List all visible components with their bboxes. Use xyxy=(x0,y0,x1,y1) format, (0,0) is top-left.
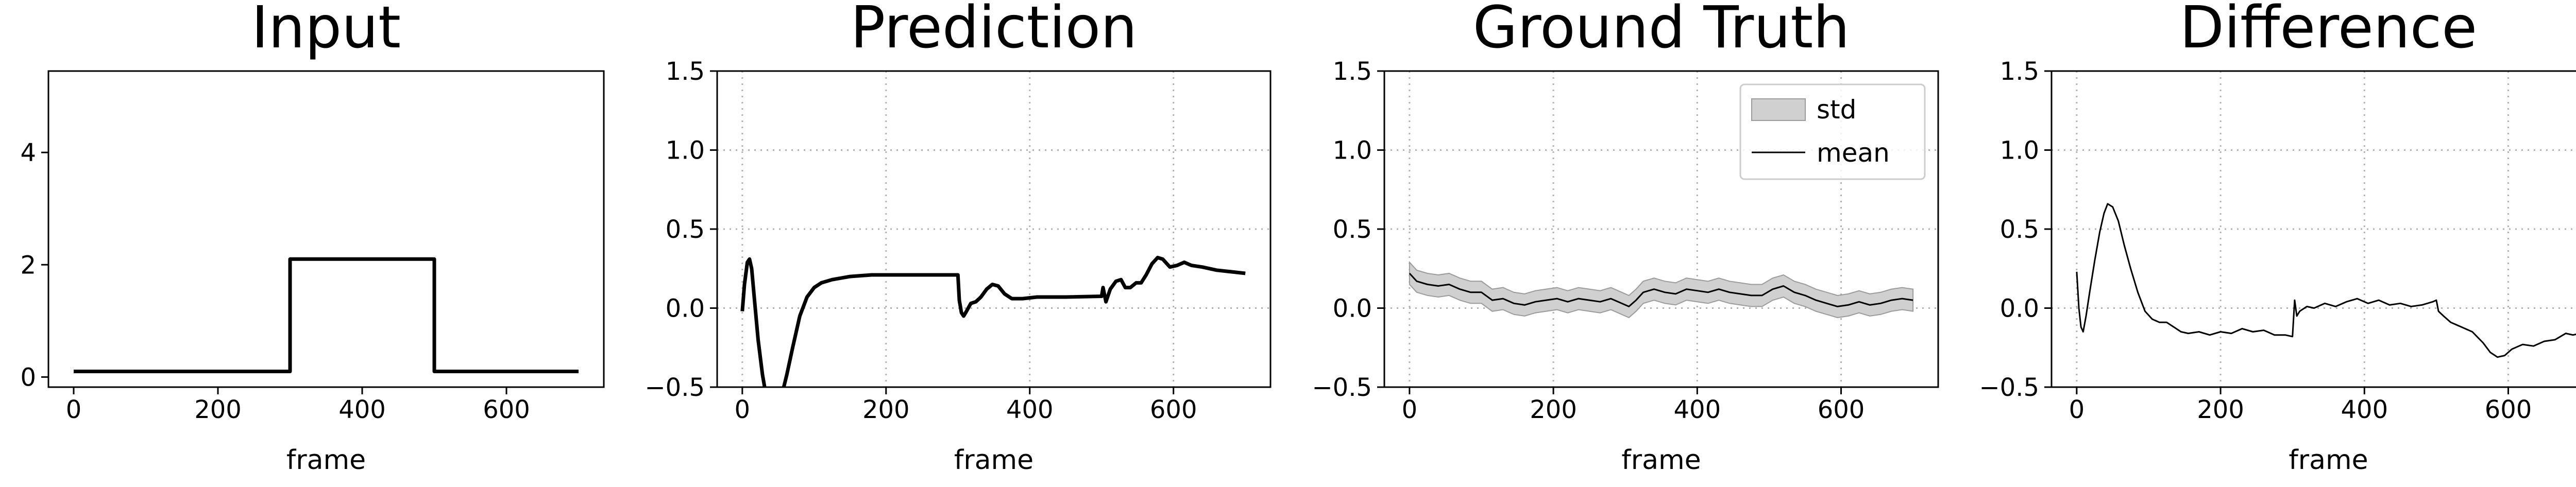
y-tick-label: 4 xyxy=(20,138,36,167)
x-axis-label: frame xyxy=(954,445,1033,476)
y-tick-label: −0.5 xyxy=(645,373,705,402)
y-tick-label: 0.0 xyxy=(1333,294,1372,323)
y-tick-label: −0.5 xyxy=(1312,373,1372,402)
legend: std mean xyxy=(1739,83,1926,180)
x-tick-label: 0 xyxy=(2069,395,2085,424)
chart-title: Prediction xyxy=(851,0,1137,61)
x-tick-label: 600 xyxy=(1150,395,1197,424)
x-tick-label: 400 xyxy=(338,395,386,424)
axes-frame xyxy=(47,70,605,388)
std-band xyxy=(1409,260,1914,319)
chart-panel-4: 0 200 400 600 −0.5 0.0 0.5 1.0 1.5 Difference fram… xyxy=(1979,0,2576,476)
x-tick-label: 0 xyxy=(66,395,82,424)
series-line xyxy=(1409,272,1913,307)
x-tick-label: 200 xyxy=(2197,395,2244,424)
y-tick-label: 0.0 xyxy=(2000,294,2039,323)
y-tick-label: 1.5 xyxy=(1333,57,1372,86)
x-tick-label: 400 xyxy=(1673,395,1721,424)
chart-panel-3: 0 200 400 600 −0.5 0.0 0.5 1.0 1.5 Ground Truth fr… xyxy=(1312,0,1939,476)
chart-panel-1: 0 200 400 600 0 2 4 Input frame xyxy=(20,0,605,476)
y-tick-label: 0.5 xyxy=(1333,215,1372,244)
y-tick-label: 0 xyxy=(20,363,36,392)
chart-panel-2: 0 200 400 600 −0.5 0.0 0.5 1.0 1.5 Prediction fram… xyxy=(645,0,1272,476)
x-tick-label: 200 xyxy=(1530,395,1577,424)
y-tick-label: 2 xyxy=(20,251,36,280)
x-tick-label: 200 xyxy=(194,395,242,424)
chart-title: Difference xyxy=(2180,0,2477,61)
x-axis-label: frame xyxy=(286,445,366,476)
x-tick-label: 400 xyxy=(1006,395,1054,424)
y-tick-label: 0.0 xyxy=(666,294,705,323)
x-tick-label: 400 xyxy=(2341,395,2388,424)
y-tick-label: 1.0 xyxy=(666,136,705,165)
series-line xyxy=(2076,203,2576,358)
x-tick-label: 600 xyxy=(1818,395,1865,424)
y-tick-label: 0.5 xyxy=(666,215,705,244)
series-line xyxy=(74,257,579,373)
x-tick-label: 600 xyxy=(2485,395,2532,424)
y-tick-label: 0.5 xyxy=(2000,215,2039,244)
y-tick-label: −0.5 xyxy=(1979,373,2039,402)
legend-label-std: std xyxy=(1817,95,1856,125)
y-tick-label: 1.5 xyxy=(666,57,705,86)
y-tick-label: 1.0 xyxy=(2000,136,2039,165)
y-tick-label: 1.0 xyxy=(1333,136,1372,165)
y-tick-label: 1.5 xyxy=(2000,57,2039,86)
chart-title: Input xyxy=(251,0,401,61)
series-line xyxy=(740,255,1246,387)
x-tick-label: 200 xyxy=(862,395,910,424)
x-tick-label: 0 xyxy=(735,395,751,424)
chart-title: Ground Truth xyxy=(1473,0,1850,61)
legend-label-mean: mean xyxy=(1817,138,1890,168)
x-tick-label: 600 xyxy=(483,395,530,424)
x-tick-label: 0 xyxy=(1402,395,1418,424)
legend-swatch-std xyxy=(1751,98,1806,121)
x-axis-label: frame xyxy=(2289,445,2368,476)
x-axis-label: frame xyxy=(1621,445,1701,476)
